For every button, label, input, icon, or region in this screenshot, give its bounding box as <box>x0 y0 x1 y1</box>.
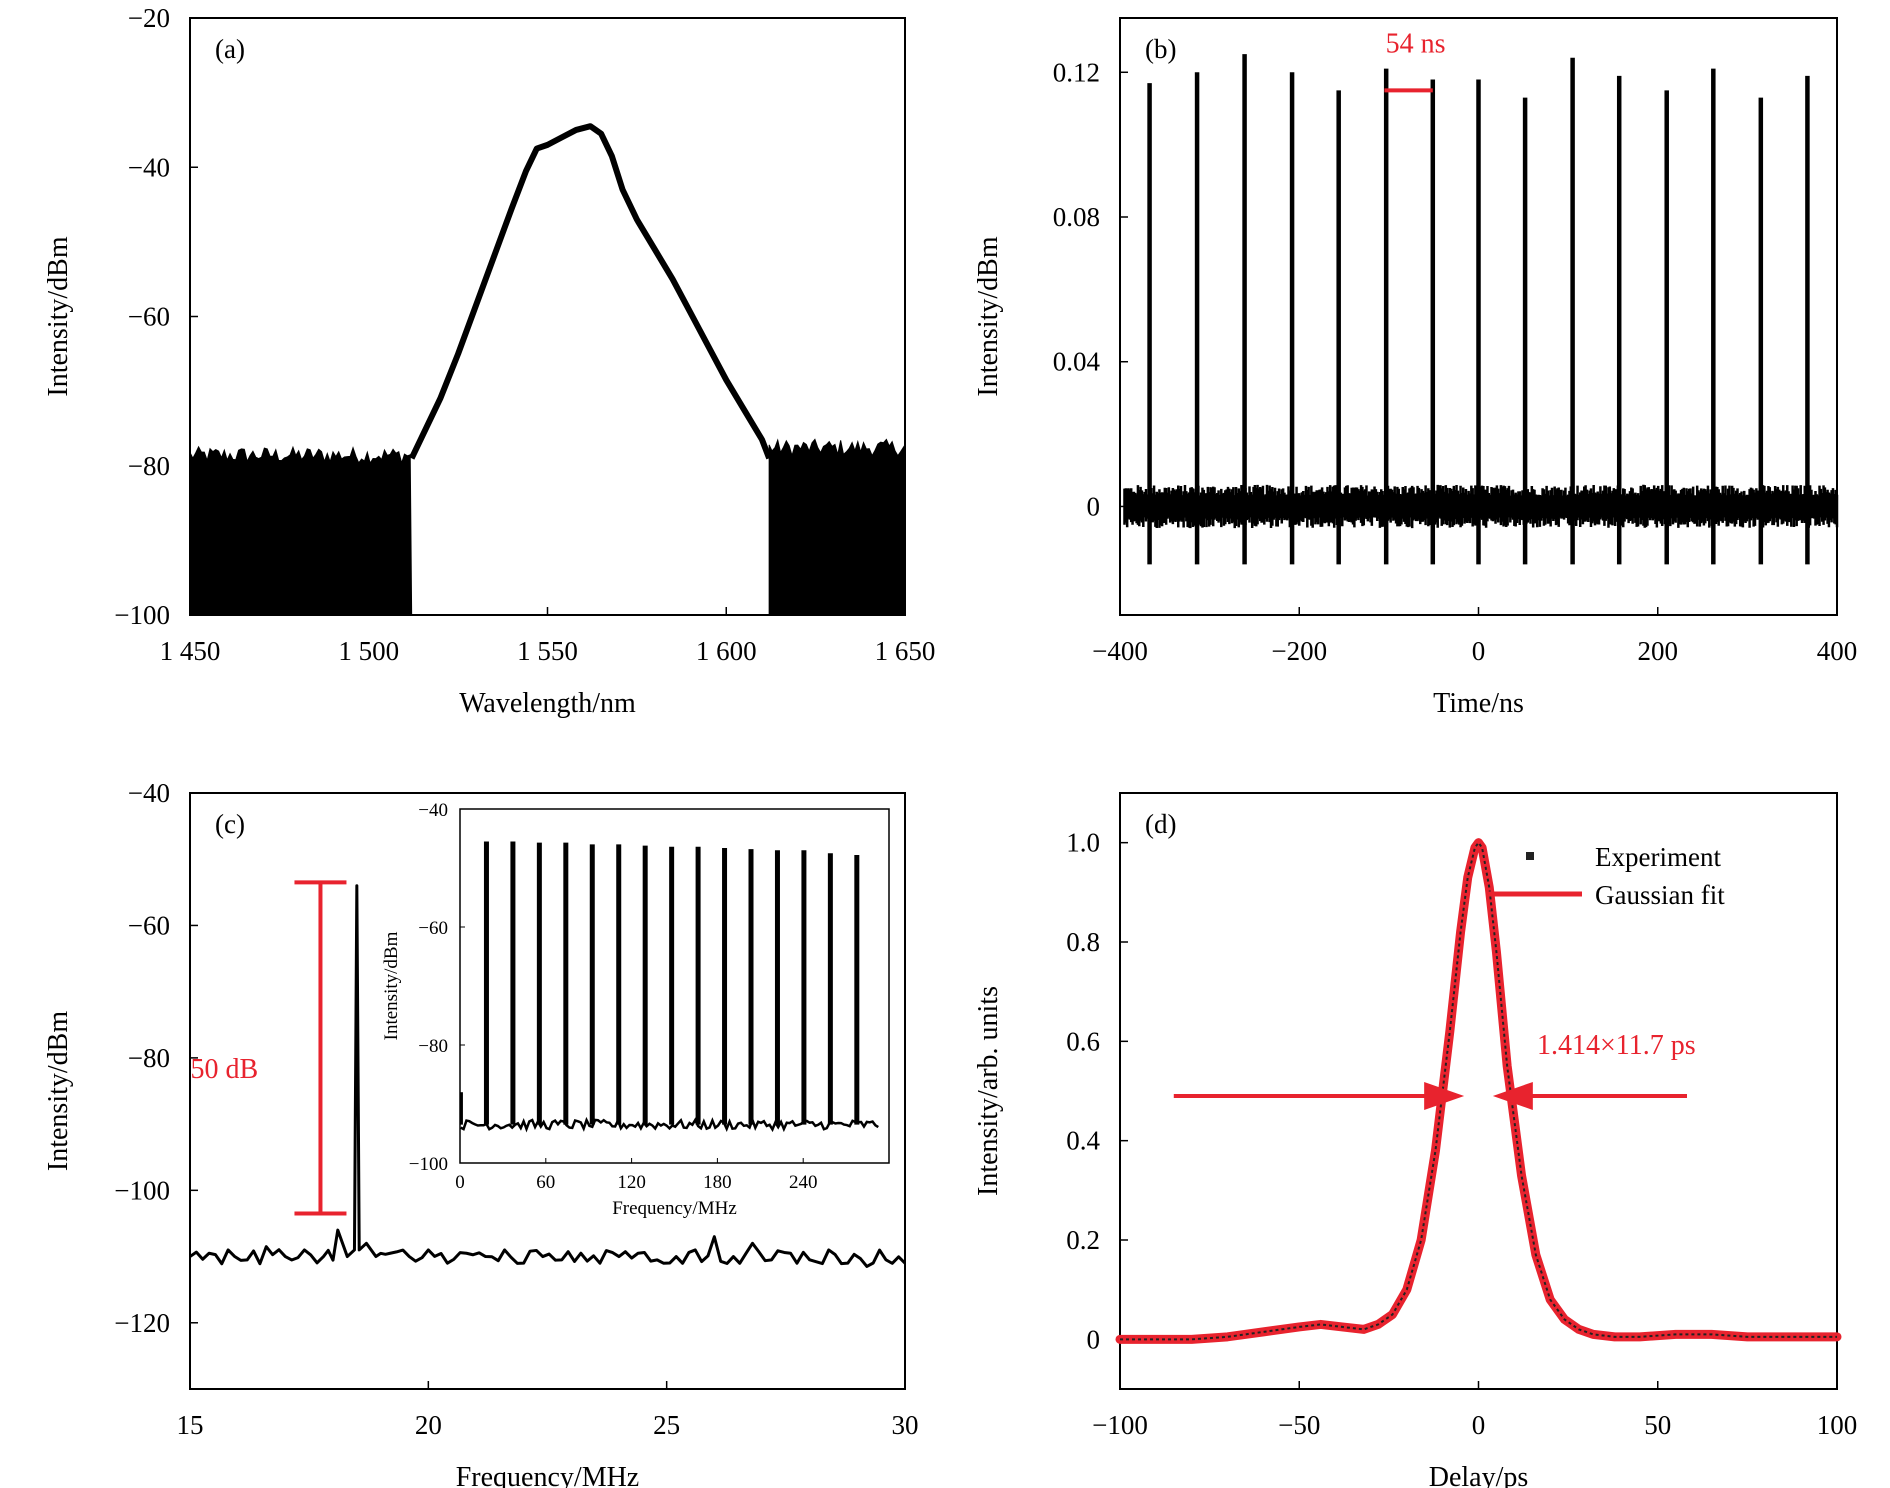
x-tick-label: 1 550 <box>517 636 578 666</box>
x-tick-label: 1 650 <box>875 636 936 666</box>
y-tick-label: −60 <box>128 910 170 940</box>
x-tick-label: 30 <box>892 1410 919 1440</box>
y-axis-label: Intensity/arb. units <box>973 986 1004 1196</box>
y-tick-label: 0.8 <box>1066 927 1100 957</box>
inset-x-tick-label: 120 <box>617 1172 646 1193</box>
legend-marker-experiment <box>1526 852 1534 860</box>
inset-y-tick-label: −40 <box>418 800 448 821</box>
y-tick-label: −80 <box>128 1043 170 1073</box>
inset-x-axis-label: Frequency/MHz <box>612 1198 737 1219</box>
y-tick-label: 0.6 <box>1066 1026 1100 1056</box>
period-annotation: 54 ns <box>1386 28 1446 59</box>
y-tick-label: 1.0 <box>1066 828 1100 858</box>
panel-label: (d) <box>1145 809 1176 839</box>
x-tick-label: 400 <box>1817 636 1858 666</box>
inset-baseline <box>460 1116 879 1133</box>
legend-gaussian-fit: Gaussian fit <box>1595 880 1725 910</box>
inset-x-tick-label: 240 <box>789 1172 818 1193</box>
fwhm-arrow-left-head <box>1424 1081 1465 1110</box>
y-tick-label: 0.12 <box>1053 57 1100 87</box>
panel-label: (b) <box>1145 34 1176 64</box>
panel-d: −100 −50 0 50 100 0 0.2 0.4 0.6 0.8 1.0 Delay/ps Int… <box>973 792 1858 1488</box>
x-tick-label: 50 <box>1644 1410 1671 1440</box>
x-tick-label: 1 450 <box>160 636 221 666</box>
fwhm-annotation: 1.414×11.7 ps <box>1537 1030 1696 1061</box>
inset-y-tick-label: −80 <box>418 1036 448 1057</box>
x-axis-label: Wavelength/nm <box>459 688 636 719</box>
y-axis-label: Intensity/dBm <box>43 1011 74 1171</box>
x-tick-label: 0 <box>1472 1410 1486 1440</box>
x-tick-label: 20 <box>415 1410 442 1440</box>
y-tick-label: 0 <box>1087 491 1101 521</box>
x-tick-label: −400 <box>1092 636 1148 666</box>
x-axis-label: Time/ns <box>1433 688 1524 719</box>
x-tick-label: −100 <box>1092 1410 1148 1440</box>
y-tick-label: 0 <box>1087 1324 1101 1354</box>
gaussian-fit-line <box>1115 838 1842 1344</box>
fwhm-arrow-right-head <box>1492 1081 1533 1110</box>
inset-y-tick-label: −100 <box>409 1154 448 1175</box>
y-tick-label: 0.2 <box>1066 1225 1100 1255</box>
plot-frame <box>189 792 906 1390</box>
x-tick-label: 100 <box>1817 1410 1858 1440</box>
y-tick-label: −100 <box>114 600 170 630</box>
x-tick-label: −200 <box>1271 636 1327 666</box>
x-tick-label: 1 600 <box>696 636 757 666</box>
inset-frame <box>459 808 890 1164</box>
panel-a: 1 450 1 500 1 550 1 600 1 650 −20 −40 −60 −80 −10… <box>43 3 935 719</box>
rf-spectrum-line <box>189 884 907 1268</box>
panel-label: (c) <box>215 809 245 839</box>
x-tick-label: 200 <box>1638 636 1679 666</box>
y-tick-label: −40 <box>128 778 170 808</box>
y-tick-label: −20 <box>128 3 170 33</box>
x-tick-label: 25 <box>653 1410 680 1440</box>
y-tick-label: −100 <box>114 1175 170 1205</box>
panel-label: (a) <box>215 34 245 64</box>
y-axis-label: Intensity/dBm <box>973 236 1004 396</box>
y-tick-label: −60 <box>128 302 170 332</box>
spectrum-line <box>408 123 772 460</box>
inset-x-tick-label: 180 <box>703 1172 732 1193</box>
y-tick-label: 0.4 <box>1066 1126 1100 1156</box>
inset-x-tick-label: 0 <box>455 1172 465 1193</box>
dynamic-range-label: 50 dB <box>190 1054 258 1085</box>
y-axis-label: Intensity/dBm <box>43 236 74 396</box>
y-tick-label: −40 <box>128 152 170 182</box>
x-axis-label: Frequency/MHz <box>456 1462 640 1488</box>
x-tick-label: 1 500 <box>338 636 399 666</box>
x-tick-label: 15 <box>177 1410 204 1440</box>
x-tick-label: −50 <box>1278 1410 1320 1440</box>
x-axis-label: Delay/ps <box>1429 1462 1529 1488</box>
x-tick-label: 0 <box>1472 636 1486 666</box>
y-tick-label: 0.04 <box>1053 347 1101 377</box>
noise-floor-region <box>189 445 413 616</box>
y-tick-label: 0.08 <box>1053 202 1100 232</box>
inset-x-tick-label: 60 <box>536 1172 555 1193</box>
noise-floor-region <box>768 438 906 616</box>
plot-frame <box>1119 792 1838 1390</box>
inset-y-tick-label: −60 <box>418 918 448 939</box>
legend-experiment: Experiment <box>1595 842 1721 872</box>
y-tick-label: −120 <box>114 1308 170 1338</box>
experiment-points <box>1120 841 1837 1341</box>
panel-c: 15 20 25 30 −40 −60 −80 −100 −120 Frequency/MHz In… <box>43 778 919 1488</box>
y-tick-label: −80 <box>128 451 170 481</box>
inset-chart: 0 60 120 180 240 −40 −60 −80 −100 Frequency/MHz In… <box>381 800 890 1219</box>
inset-y-axis-label: Intensity/dBm <box>381 931 402 1040</box>
panel-b: −400 −200 0 200 400 0 0.04 0.08 0.12 Time/ns Inten… <box>973 17 1858 719</box>
